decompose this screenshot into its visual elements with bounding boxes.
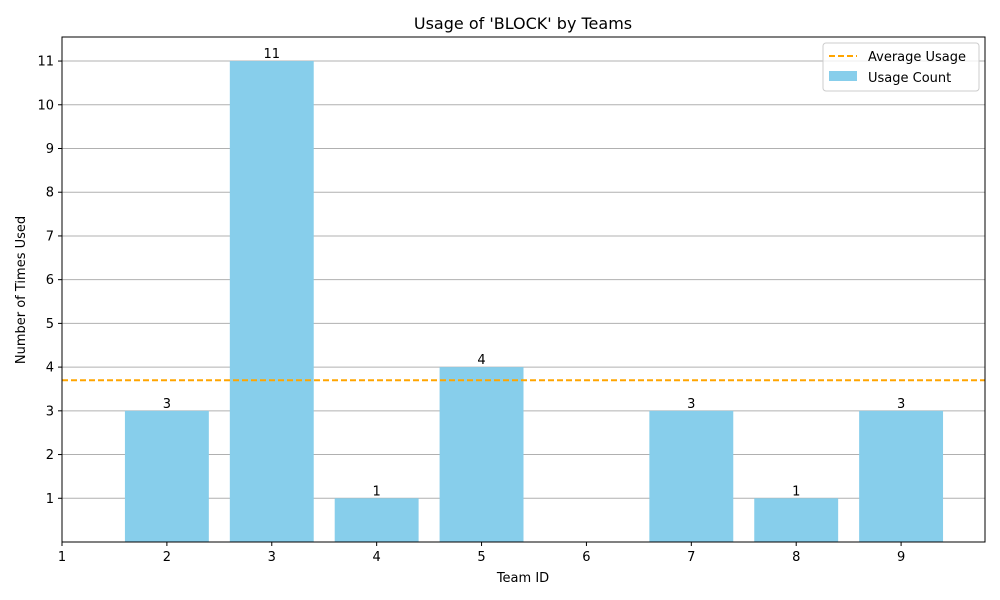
plot-frame [61,36,986,543]
bar-value-label: 1 [792,484,800,499]
bar-team-3 [229,61,314,543]
y-tick-label: 6 [46,273,54,288]
chart-title: Usage of 'BLOCK' by Teams [414,14,632,33]
x-tick-label: 3 [268,550,276,565]
y-tick-label: 10 [37,98,54,113]
x-tick-label: 7 [687,550,695,565]
y-axis-ticks: 1 2 3 4 5 6 7 8 9 10 11 [37,55,62,507]
legend: Average Usage Usage Count [822,42,980,92]
bars [124,61,944,543]
legend-bar-label: Usage Count [868,71,951,86]
x-tick-label: 6 [582,550,590,565]
grid-lines [62,60,985,499]
bar-value-label: 1 [373,484,381,499]
y-axis-label: Number of Times Used [14,216,29,364]
bar-value-label: 4 [477,353,485,368]
x-tick-label: 2 [163,550,171,565]
bar-team-2 [124,410,209,542]
bar-value-label: 3 [687,397,695,412]
x-tick-label: 5 [477,550,485,565]
bar-team-7 [649,410,734,542]
y-tick-label: 8 [46,186,54,201]
x-tick-label: 4 [373,550,381,565]
x-tick-label: 8 [792,550,800,565]
x-tick-label: 1 [58,550,66,565]
legend-average-label: Average Usage [868,50,966,65]
x-tick-label: 9 [897,550,905,565]
bar-value-label: 3 [163,397,171,412]
legend-box [822,42,980,92]
y-tick-label: 1 [46,492,54,507]
y-tick-label: 7 [46,229,54,244]
bar-team-9 [859,410,944,542]
x-axis-label: Team ID [496,571,549,586]
y-tick-label: 9 [46,142,54,157]
y-tick-label: 4 [46,361,54,376]
bar-team-4 [334,498,419,542]
y-tick-label: 3 [46,404,54,419]
y-tick-label: 11 [37,55,54,70]
bar-value-label: 11 [263,47,280,62]
bar-value-label: 3 [897,397,905,412]
bar-team-5 [439,367,524,542]
legend-bar-swatch [829,71,857,81]
y-tick-label: 5 [46,317,54,332]
y-tick-label: 2 [46,448,54,463]
bar-team-8 [754,498,839,542]
x-axis-ticks: 1 2 3 4 5 6 7 8 9 [58,542,905,565]
